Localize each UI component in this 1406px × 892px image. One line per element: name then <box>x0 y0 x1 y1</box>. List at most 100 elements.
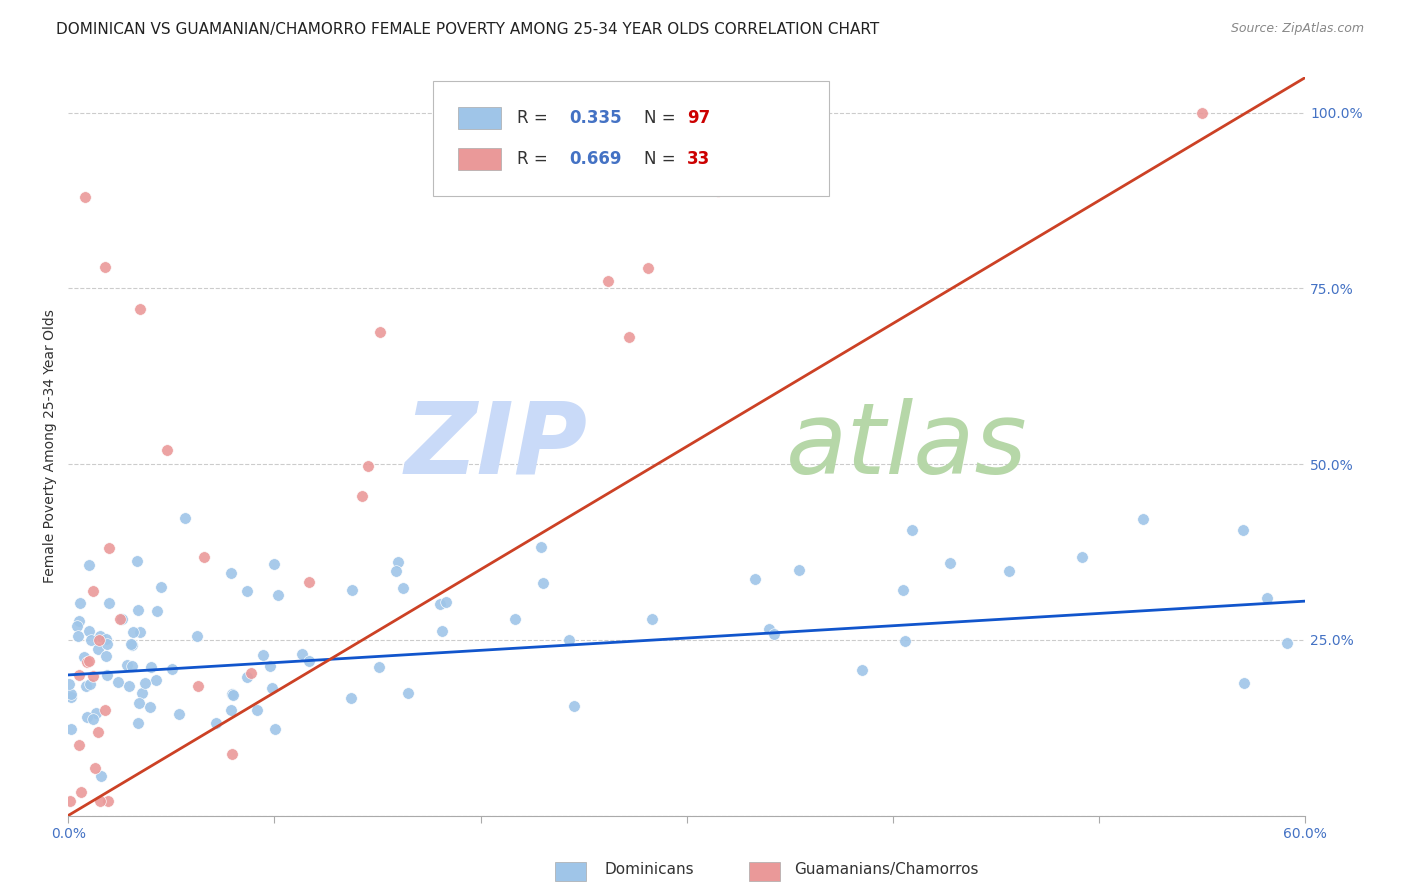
Text: 33: 33 <box>686 150 710 168</box>
Point <box>145 673 167 687</box>
Point <box>259 659 281 673</box>
Point <box>997 564 1019 578</box>
Point <box>598 274 620 288</box>
Point <box>77 558 100 572</box>
Point <box>221 747 243 761</box>
Point <box>562 698 585 713</box>
Text: Dominicans: Dominicans <box>605 863 695 877</box>
Point <box>531 575 554 590</box>
Point <box>76 710 98 724</box>
Point <box>1191 105 1213 120</box>
Point <box>219 566 242 580</box>
Point <box>94 260 117 275</box>
Point <box>89 794 111 808</box>
Point <box>128 624 150 639</box>
Point <box>139 660 162 674</box>
Point <box>252 648 274 663</box>
Point <box>111 612 134 626</box>
Point <box>530 540 553 554</box>
Point <box>219 702 242 716</box>
Point <box>94 632 117 647</box>
Text: N =: N = <box>644 150 681 168</box>
Point <box>221 687 243 701</box>
Point <box>90 769 112 783</box>
Point <box>1132 512 1154 526</box>
Text: Source: ZipAtlas.com: Source: ZipAtlas.com <box>1230 22 1364 36</box>
Point <box>160 661 183 675</box>
Point <box>66 619 89 633</box>
Point <box>787 563 810 577</box>
Point <box>264 723 287 737</box>
Text: Guamanians/Chamorros: Guamanians/Chamorros <box>794 863 979 877</box>
Point <box>367 660 389 674</box>
Point <box>134 675 156 690</box>
Point <box>66 629 89 643</box>
Point <box>938 557 960 571</box>
FancyBboxPatch shape <box>433 81 830 195</box>
Point <box>82 669 104 683</box>
Point <box>73 649 96 664</box>
Point <box>69 596 91 610</box>
Point <box>240 666 263 681</box>
Point <box>891 582 914 597</box>
Point <box>77 624 100 639</box>
Point <box>744 572 766 586</box>
Point <box>75 680 97 694</box>
Point <box>120 637 142 651</box>
Point <box>707 184 730 198</box>
Point <box>396 686 419 700</box>
Point <box>121 638 143 652</box>
Text: N =: N = <box>644 109 681 127</box>
Point <box>108 612 131 626</box>
Point <box>96 668 118 682</box>
Point <box>193 549 215 564</box>
Point <box>82 583 104 598</box>
Point <box>637 261 659 276</box>
Point <box>167 707 190 722</box>
Point <box>118 679 141 693</box>
Point <box>139 699 162 714</box>
Point <box>432 624 454 638</box>
Point <box>434 595 457 609</box>
Point <box>1275 636 1298 650</box>
Point <box>205 716 228 731</box>
Point <box>368 325 391 339</box>
Text: 97: 97 <box>686 109 710 127</box>
Point <box>82 712 104 726</box>
Point <box>94 703 117 717</box>
Point <box>387 555 409 569</box>
Point <box>186 629 208 643</box>
Point <box>758 622 780 636</box>
Point <box>77 654 100 668</box>
Point <box>503 612 526 626</box>
Point <box>97 794 120 808</box>
Point <box>222 688 245 702</box>
Point <box>67 738 90 752</box>
Point <box>342 583 364 598</box>
Point <box>146 604 169 618</box>
Point <box>67 614 90 628</box>
Point <box>901 524 924 538</box>
Point <box>187 679 209 693</box>
Point <box>1233 675 1256 690</box>
Text: 0.669: 0.669 <box>569 150 621 168</box>
Point <box>79 677 101 691</box>
Point <box>156 442 179 457</box>
Point <box>128 697 150 711</box>
Point <box>762 626 785 640</box>
Point <box>127 715 149 730</box>
Point <box>173 511 195 525</box>
Text: R =: R = <box>517 150 554 168</box>
Point <box>83 761 105 775</box>
Y-axis label: Female Poverty Among 25-34 Year Olds: Female Poverty Among 25-34 Year Olds <box>44 310 58 583</box>
Point <box>97 596 120 610</box>
Point <box>267 588 290 602</box>
Point <box>121 659 143 673</box>
Point <box>69 785 91 799</box>
Point <box>94 649 117 664</box>
Point <box>340 690 363 705</box>
Point <box>89 629 111 643</box>
Point <box>96 637 118 651</box>
Point <box>291 647 314 661</box>
Point <box>87 641 110 656</box>
